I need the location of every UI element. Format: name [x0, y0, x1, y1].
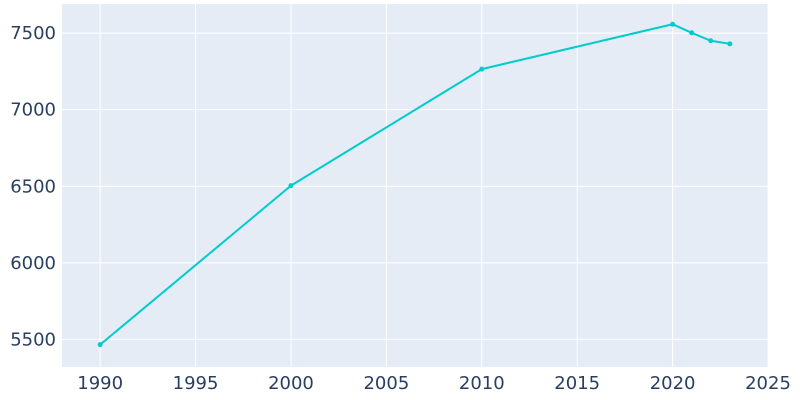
x-axis-ticks: 1990 1995 2000 2005 2010 2015 2020 2025: [77, 373, 791, 394]
y-axis-ticks: 5500 6000 6500 7000 7500: [10, 23, 56, 350]
data-point: [727, 41, 733, 47]
data-point: [97, 342, 103, 348]
y-tick-label: 6500: [10, 176, 56, 197]
x-tick-label: 2005: [363, 373, 409, 394]
x-tick-label: 1990: [77, 373, 123, 394]
data-point: [708, 38, 714, 44]
y-tick-label: 5500: [10, 329, 56, 350]
x-tick-label: 2010: [459, 373, 505, 394]
x-tick-label: 1995: [173, 373, 219, 394]
y-tick-label: 6000: [10, 253, 56, 274]
x-tick-label: 2020: [650, 373, 696, 394]
data-point: [479, 66, 485, 72]
y-tick-label: 7000: [10, 100, 56, 121]
plot-area: [62, 4, 768, 367]
x-tick-label: 2015: [554, 373, 600, 394]
x-tick-label: 2000: [268, 373, 314, 394]
data-point: [670, 21, 676, 27]
gridlines: [62, 4, 769, 367]
data-point: [288, 183, 294, 189]
series-layer: [97, 21, 733, 348]
data-point: [689, 30, 695, 36]
x-tick-label: 2025: [745, 373, 791, 394]
y-tick-label: 7500: [10, 23, 56, 44]
